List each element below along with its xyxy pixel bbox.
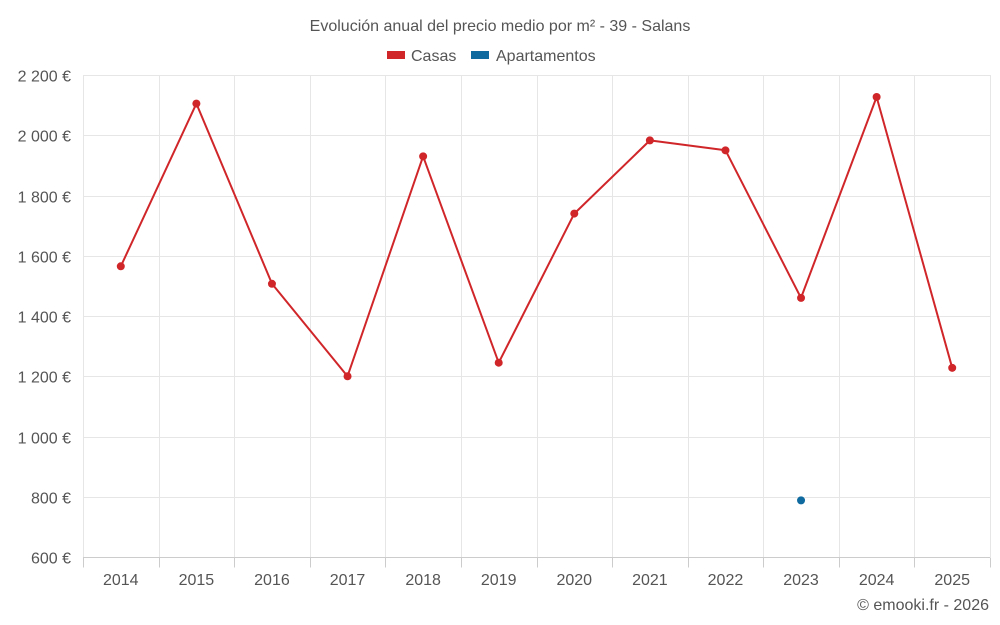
y-tick-label: 2 000 € [18,129,71,146]
data-point-casas [948,363,957,372]
credit-text: © emooki.fr - 2026 [857,597,989,614]
data-point-casas [494,358,503,367]
data-point-casas [570,209,579,218]
legend-label-apartamentos: Apartamentos [496,48,596,65]
legend-swatch-apartamentos [471,51,489,59]
y-tick-label: 1 600 € [18,250,71,267]
series [116,92,957,505]
y-tick-label: 1 000 € [18,431,71,448]
data-point-casas [645,136,654,145]
y-tick-label: 1 800 € [18,190,71,207]
x-tick-label: 2016 [254,572,290,589]
data-point-casas [267,279,276,288]
x-tick-label: 2025 [934,572,970,589]
x-tick-label: 2017 [330,572,366,589]
x-tick-label: 2014 [103,572,139,589]
data-point-casas [419,152,428,161]
legend-swatch-casas [387,51,405,59]
axes: 600 € 800 € 1 000 € 1 200 € 1 400 € 1 600 € 1 … [18,69,991,589]
y-tick-label: 800 € [31,491,71,508]
data-point-casas [872,92,881,101]
legend: Casas Apartamentos [387,48,596,65]
y-tick-label: 1 200 € [18,370,71,387]
legend-item-apartamentos[interactable]: Apartamentos [471,48,596,65]
y-tick-label: 2 200 € [18,69,71,86]
x-tick-label: 2021 [632,572,668,589]
y-tick-label: 600 € [31,551,71,568]
grid [83,75,991,557]
x-tick-label: 2015 [179,572,215,589]
data-point-casas [721,146,730,155]
series-line-casas [119,96,954,378]
chart-title: Evolución anual del precio medio por m² … [310,18,691,35]
x-tick-label: 2020 [556,572,592,589]
x-tick-label: 2019 [481,572,517,589]
x-tick-label: 2023 [783,572,819,589]
x-tick-label: 2018 [405,572,441,589]
data-point-casas [343,372,352,381]
legend-label-casas: Casas [411,48,456,65]
data-point-casas [797,293,806,302]
x-tick-label: 2024 [859,572,895,589]
data-point-casas [116,262,125,271]
legend-item-casas[interactable]: Casas [387,48,456,65]
y-tick-label: 1 400 € [18,310,71,327]
x-tick-label: 2022 [708,572,744,589]
data-point-apartamentos [797,496,806,505]
data-point-casas [192,99,201,108]
